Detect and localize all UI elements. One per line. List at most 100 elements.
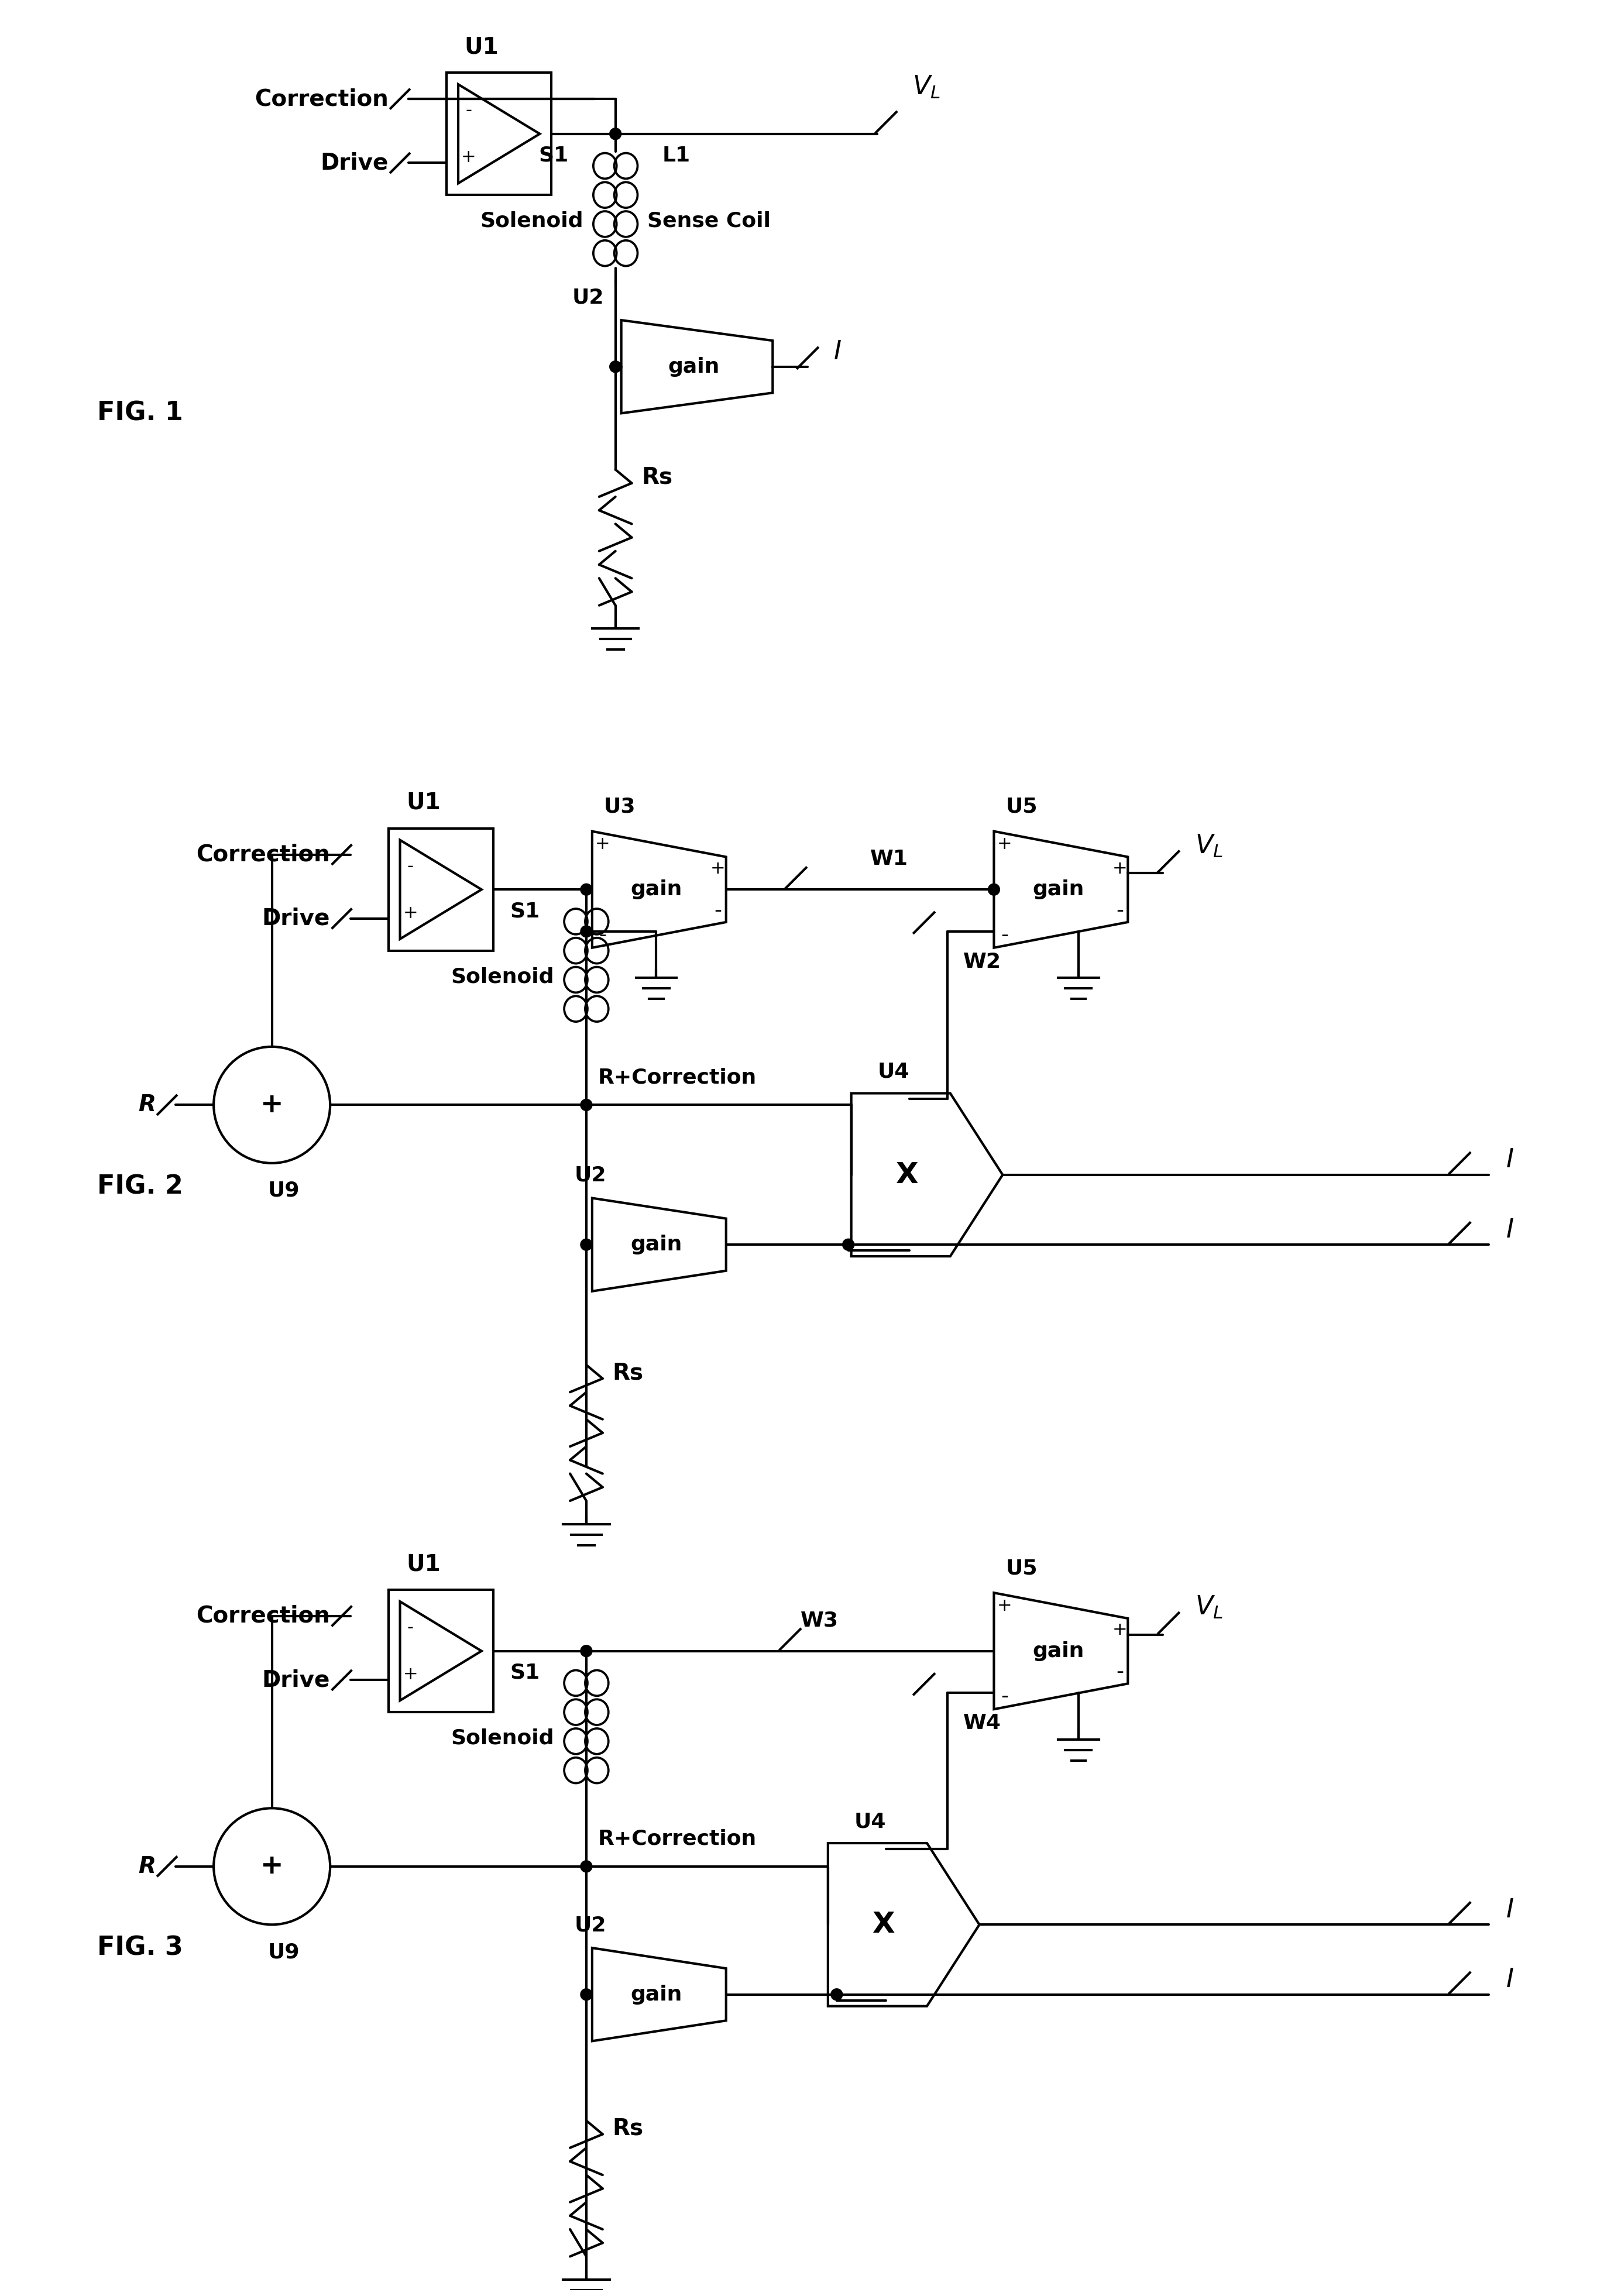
- Text: Rs: Rs: [642, 466, 673, 489]
- Text: Correction: Correction: [254, 87, 389, 110]
- Circle shape: [843, 1240, 854, 1251]
- Text: U5: U5: [1005, 1559, 1037, 1577]
- Text: R+Correction: R+Correction: [598, 1068, 757, 1088]
- Text: R+Correction: R+Correction: [598, 1830, 757, 1848]
- Text: -: -: [598, 925, 606, 946]
- Text: U4: U4: [877, 1061, 909, 1081]
- Circle shape: [832, 1988, 843, 2000]
- Text: -: -: [1115, 900, 1123, 921]
- Text: gain: gain: [1033, 879, 1084, 900]
- Text: X: X: [895, 1162, 917, 1189]
- Text: +: +: [261, 1853, 284, 1880]
- Text: -: -: [715, 900, 721, 921]
- Text: U9: U9: [267, 1942, 300, 1963]
- Bar: [389, 829, 493, 951]
- Text: I: I: [1506, 1148, 1514, 1173]
- Text: +: +: [997, 836, 1012, 852]
- Text: Rs: Rs: [613, 1362, 644, 1384]
- Text: S1: S1: [509, 1662, 540, 1683]
- Text: Correction: Correction: [196, 843, 331, 866]
- Circle shape: [214, 1047, 331, 1164]
- Text: U4: U4: [854, 1812, 887, 1832]
- Circle shape: [580, 1240, 592, 1251]
- Text: FIG. 2: FIG. 2: [97, 1173, 183, 1199]
- Circle shape: [214, 1809, 331, 1924]
- Text: Drive: Drive: [263, 907, 331, 930]
- Text: R: R: [138, 1855, 156, 1878]
- Text: $V_L$: $V_L$: [1195, 1593, 1222, 1621]
- Text: U2: U2: [575, 1915, 606, 1936]
- Circle shape: [580, 1646, 592, 1658]
- Text: Solenoid: Solenoid: [480, 211, 584, 232]
- Polygon shape: [828, 1844, 979, 2007]
- Text: Solenoid: Solenoid: [451, 1729, 554, 1747]
- Circle shape: [580, 1860, 592, 1871]
- Text: -: -: [407, 859, 413, 875]
- Text: U1: U1: [407, 792, 441, 813]
- Text: -: -: [1115, 1662, 1123, 1683]
- Text: +: +: [1112, 861, 1127, 877]
- Text: +: +: [997, 1598, 1012, 1614]
- Text: +: +: [261, 1093, 284, 1118]
- Text: -: -: [407, 1619, 413, 1637]
- Text: Solenoid: Solenoid: [451, 967, 554, 987]
- Text: U9: U9: [267, 1180, 300, 1201]
- Text: W3: W3: [801, 1612, 838, 1630]
- Polygon shape: [851, 1093, 1003, 1256]
- Text: S1: S1: [509, 900, 540, 921]
- Text: I: I: [1506, 1896, 1514, 1922]
- Text: gain: gain: [668, 356, 720, 377]
- Text: Rs: Rs: [613, 2117, 644, 2140]
- Text: FIG. 3: FIG. 3: [97, 1936, 183, 1961]
- Text: U3: U3: [603, 797, 635, 817]
- Text: R: R: [138, 1093, 156, 1116]
- Text: W4: W4: [963, 1713, 1002, 1733]
- Polygon shape: [592, 831, 726, 948]
- Circle shape: [580, 1988, 592, 2000]
- Text: U1: U1: [407, 1552, 441, 1575]
- Text: gain: gain: [631, 1235, 682, 1254]
- Circle shape: [580, 925, 592, 937]
- Text: gain: gain: [631, 1984, 682, 2004]
- Text: -: -: [1000, 1688, 1008, 1706]
- Text: X: X: [872, 1910, 895, 1938]
- Text: FIG. 1: FIG. 1: [97, 402, 183, 425]
- Circle shape: [609, 360, 621, 372]
- Text: gain: gain: [1033, 1642, 1084, 1660]
- Polygon shape: [994, 1593, 1128, 1708]
- Text: Drive: Drive: [263, 1669, 331, 1692]
- Text: -: -: [1000, 925, 1008, 946]
- Text: Sense Coil: Sense Coil: [647, 211, 772, 232]
- Text: U1: U1: [464, 37, 499, 57]
- Text: I: I: [1506, 1968, 1514, 1993]
- Polygon shape: [592, 1947, 726, 2041]
- Text: U5: U5: [1005, 797, 1037, 817]
- Text: L1: L1: [661, 145, 691, 165]
- Polygon shape: [592, 1199, 726, 1290]
- Text: S1: S1: [538, 145, 569, 165]
- Circle shape: [580, 884, 592, 895]
- Text: gain: gain: [631, 879, 682, 900]
- Text: +: +: [1112, 1621, 1127, 1639]
- Text: $V_L$: $V_L$: [913, 73, 940, 101]
- Circle shape: [580, 1100, 592, 1111]
- Text: +: +: [462, 149, 477, 165]
- Bar: [446, 73, 551, 195]
- Text: Correction: Correction: [196, 1605, 331, 1628]
- Text: -: -: [465, 101, 472, 119]
- Text: W2: W2: [963, 953, 1002, 971]
- Text: $V_L$: $V_L$: [1195, 833, 1222, 859]
- Polygon shape: [994, 831, 1128, 948]
- Text: +: +: [404, 1667, 418, 1683]
- Bar: [389, 1589, 493, 1713]
- Circle shape: [989, 884, 1000, 895]
- Circle shape: [609, 129, 621, 140]
- Text: Drive: Drive: [321, 152, 389, 174]
- Text: +: +: [710, 861, 726, 877]
- Text: U2: U2: [572, 287, 603, 308]
- Text: +: +: [404, 905, 418, 921]
- Text: W1: W1: [870, 850, 908, 870]
- Text: U2: U2: [575, 1166, 606, 1185]
- Text: I: I: [833, 340, 841, 365]
- Text: +: +: [595, 836, 609, 852]
